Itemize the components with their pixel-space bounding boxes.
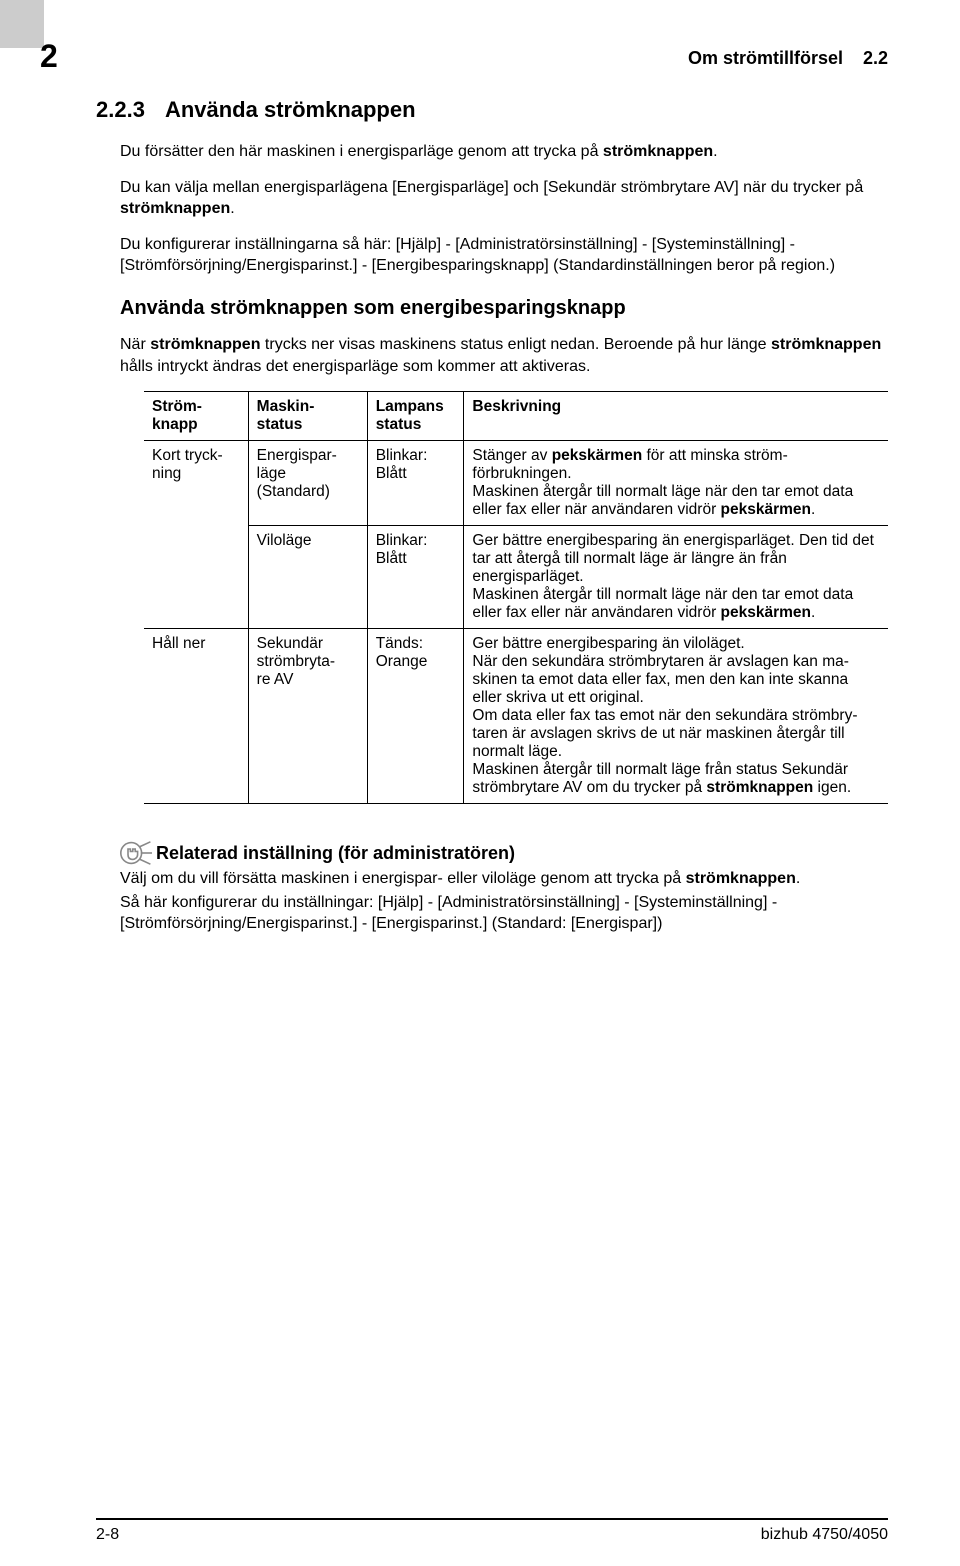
- table-header-row: Ström- knapp Maskin- status Lampans stat…: [144, 392, 888, 441]
- related-settings-title: Relaterad inställning (för administratör…: [156, 843, 515, 864]
- table-header-cell: Lampans status: [367, 392, 464, 441]
- table-cell: Tänds: Orange: [367, 629, 464, 804]
- table-cell: Ger bättre energibesparing än viloläget.…: [464, 629, 888, 804]
- intro-paragraph-1: Du försätter den här maskinen i energisp…: [120, 141, 888, 163]
- subsection-paragraph: När strömknappen trycks ner visas maskin…: [120, 334, 888, 377]
- table-row: Kort tryck-ningEnergispar-läge (Standard…: [144, 441, 888, 526]
- chapter-ref: 2.2: [863, 48, 888, 69]
- page-footer: 2-8 bizhub 4750/4050: [96, 1518, 888, 1544]
- intro-paragraph-2: Du kan välja mellan energisparlägena [En…: [120, 177, 888, 220]
- table-cell: Kort tryck-ning: [144, 441, 248, 629]
- table-cell: Viloläge: [248, 526, 367, 629]
- table-row: Håll nerSekundär strömbryta-re AVTänds: …: [144, 629, 888, 804]
- table-cell: Blinkar: Blått: [367, 441, 464, 526]
- table-cell: Sekundär strömbryta-re AV: [248, 629, 367, 804]
- section-number: 2.2.3: [96, 97, 145, 122]
- table-header-cell: Maskin- status: [248, 392, 367, 441]
- table-header-cell: Ström- knapp: [144, 392, 248, 441]
- chapter-title: Om strömtillförsel: [688, 48, 843, 69]
- footer-page-number: 2-8: [96, 1526, 119, 1544]
- table-cell: Håll ner: [144, 629, 248, 804]
- intro-paragraph-3: Du konfigurerar inställningarna så här: …: [120, 234, 888, 277]
- table-cell: Blinkar: Blått: [367, 526, 464, 629]
- footer-model: bizhub 4750/4050: [761, 1526, 888, 1544]
- chapter-number-left: 2: [40, 38, 58, 75]
- section-title: Använda strömknappen: [165, 97, 416, 122]
- subsection-title: Använda strömknappen som energibesparing…: [120, 297, 888, 320]
- power-modes-table: Ström- knapp Maskin- status Lampans stat…: [144, 391, 888, 804]
- link-hand-icon: [120, 840, 152, 866]
- related-paragraph-1: Välj om du vill försätta maskinen i ener…: [120, 868, 888, 890]
- related-settings-block: Relaterad inställning (för administratör…: [120, 840, 888, 935]
- related-paragraph-2: Så här konfigurerar du inställningar: [H…: [120, 892, 888, 935]
- table-row: VilolägeBlinkar: BlåttGer bättre energib…: [144, 526, 888, 629]
- table-header-cell: Beskrivning: [464, 392, 888, 441]
- table-cell: Stänger av pekskärmen för att minska str…: [464, 441, 888, 526]
- table-cell: Energispar-läge (Standard): [248, 441, 367, 526]
- table-cell: Ger bättre energibesparing än energispar…: [464, 526, 888, 629]
- section-tab: [0, 0, 44, 48]
